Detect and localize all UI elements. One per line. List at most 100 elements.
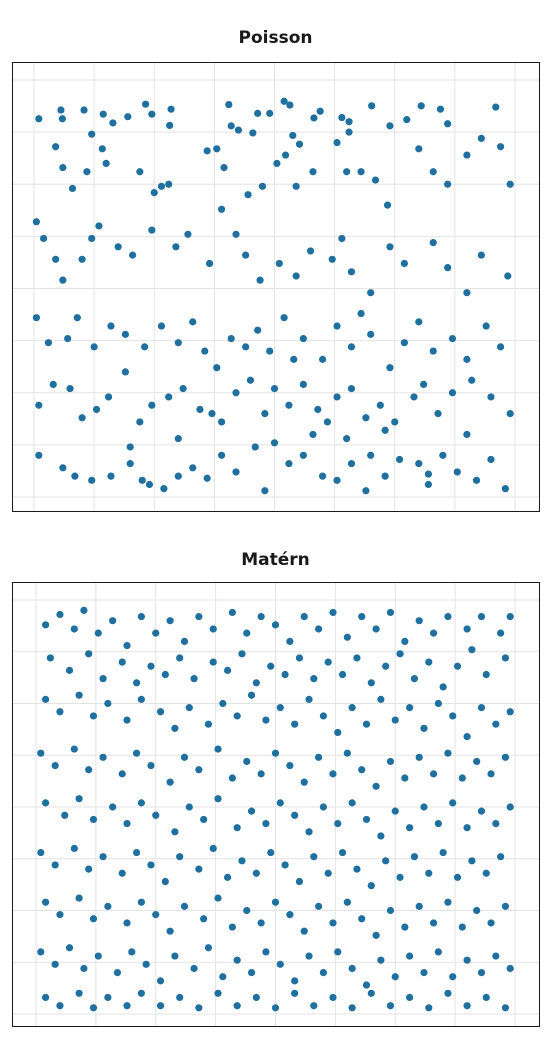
matern-point: [200, 815, 208, 824]
poisson-point: [270, 384, 279, 393]
poisson-point: [403, 116, 411, 124]
poisson-point: [80, 106, 88, 114]
matern-point: [386, 1002, 395, 1010]
matern-point: [224, 873, 232, 881]
poisson-point: [227, 122, 235, 130]
matern-point: [152, 811, 160, 819]
matern-point: [482, 993, 490, 1002]
matern-point: [94, 629, 102, 637]
poisson-point: [126, 443, 134, 451]
poisson-point: [213, 364, 221, 372]
poisson-point: [333, 476, 341, 484]
matern-point: [362, 720, 371, 728]
poisson-point: [477, 134, 485, 142]
matern-point: [214, 989, 222, 997]
poisson-point: [114, 243, 122, 251]
matern-point: [377, 832, 385, 840]
matern-point: [358, 766, 366, 774]
poisson-point: [285, 401, 293, 409]
matern-point: [501, 654, 510, 662]
matern-point: [195, 865, 203, 873]
matern-point: [180, 637, 189, 645]
matern-point: [195, 612, 203, 621]
poisson-point: [71, 472, 79, 480]
matern-point: [80, 964, 88, 973]
matern-point: [118, 658, 126, 666]
matern-point: [257, 770, 265, 778]
poisson-point: [165, 393, 173, 401]
matern-point: [338, 670, 347, 679]
poisson-point: [316, 107, 324, 115]
matern-point: [243, 629, 251, 637]
matern-point: [487, 770, 495, 778]
matern-point: [147, 662, 155, 670]
poisson-point: [386, 243, 394, 251]
matern-point: [109, 803, 117, 811]
matern-point: [286, 637, 294, 645]
matern-point: [338, 848, 347, 857]
matern-point: [444, 898, 452, 906]
poisson-point: [189, 464, 197, 472]
matern-point: [262, 819, 270, 828]
matern-point: [420, 803, 428, 811]
matern-point: [348, 704, 356, 712]
poisson-point: [487, 393, 495, 401]
matern-point: [123, 819, 131, 828]
poisson-point: [383, 201, 392, 209]
matern-point: [228, 923, 236, 931]
matern-point: [382, 662, 390, 670]
matern-point: [444, 749, 452, 757]
poisson-panel-title: Poisson: [238, 28, 313, 48]
matern-point: [247, 807, 256, 815]
poisson-point: [280, 97, 288, 105]
matern-point: [396, 873, 404, 881]
poisson-point: [234, 126, 243, 134]
matern-point: [89, 1004, 98, 1012]
matern-point: [487, 919, 495, 927]
poisson-point: [141, 100, 150, 108]
matern-point: [449, 712, 457, 720]
poisson-point: [138, 476, 146, 484]
matern-point: [401, 774, 409, 782]
matern-point: [377, 956, 385, 964]
matern-point: [291, 720, 299, 728]
matern-panel-frame: [12, 582, 540, 1027]
matern-point: [391, 716, 399, 724]
poisson-point: [217, 205, 226, 213]
matern-point: [482, 670, 490, 679]
poisson-point: [285, 460, 293, 468]
matern-point: [152, 911, 160, 919]
matern-point: [382, 857, 390, 865]
matern-point: [401, 637, 409, 645]
matern-point: [286, 762, 294, 770]
poisson-point: [136, 168, 144, 176]
matern-point: [473, 757, 481, 766]
poisson-point: [104, 393, 113, 401]
matern-point: [51, 861, 59, 869]
poisson-point: [290, 355, 298, 363]
matern-point: [367, 882, 375, 890]
poisson-point: [400, 259, 408, 268]
poisson-point: [165, 180, 173, 188]
matern-point: [300, 927, 308, 935]
poisson-point: [477, 251, 485, 259]
matern-point: [70, 745, 78, 753]
matern-point: [94, 952, 102, 960]
matern-point: [51, 762, 59, 770]
poisson-point: [83, 168, 91, 176]
matern-point: [372, 625, 380, 633]
poisson-point: [415, 145, 423, 153]
matern-point: [209, 625, 217, 633]
poisson-point: [148, 110, 156, 118]
poisson-point: [141, 343, 149, 351]
poisson-point: [220, 163, 228, 172]
matern-point: [109, 617, 117, 625]
poisson-point: [35, 401, 43, 409]
matern-point: [99, 753, 107, 761]
matern-point: [276, 799, 284, 807]
poisson-point: [299, 451, 307, 459]
matern-point: [492, 952, 500, 960]
poisson-point: [347, 343, 356, 351]
poisson-point: [121, 330, 129, 338]
matern-point: [439, 848, 447, 857]
